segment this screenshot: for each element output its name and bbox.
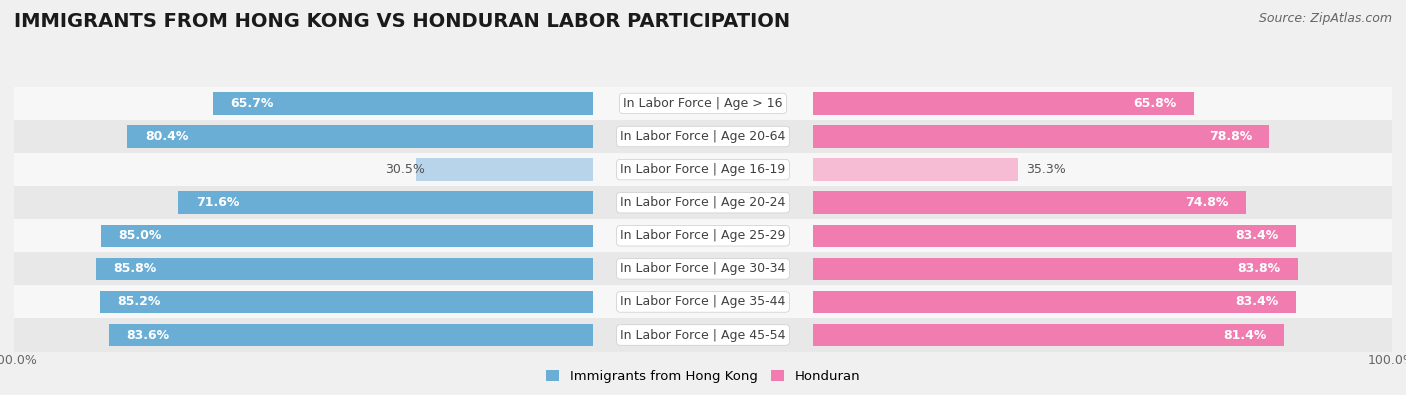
Bar bbox=[813, 224, 1296, 247]
Bar bbox=[14, 252, 593, 285]
Bar bbox=[813, 252, 1392, 285]
Bar bbox=[14, 285, 593, 318]
Bar bbox=[416, 158, 593, 181]
Legend: Immigrants from Hong Kong, Honduran: Immigrants from Hong Kong, Honduran bbox=[541, 365, 865, 388]
Bar bbox=[110, 324, 593, 346]
Text: In Labor Force | Age 45-54: In Labor Force | Age 45-54 bbox=[620, 329, 786, 342]
Text: 78.8%: 78.8% bbox=[1209, 130, 1251, 143]
Text: 83.4%: 83.4% bbox=[1236, 295, 1278, 308]
Text: 83.8%: 83.8% bbox=[1237, 262, 1281, 275]
Text: 71.6%: 71.6% bbox=[195, 196, 239, 209]
Bar bbox=[813, 186, 1392, 219]
Text: In Labor Force | Age 20-24: In Labor Force | Age 20-24 bbox=[620, 196, 786, 209]
Bar bbox=[101, 224, 593, 247]
Text: IMMIGRANTS FROM HONG KONG VS HONDURAN LABOR PARTICIPATION: IMMIGRANTS FROM HONG KONG VS HONDURAN LA… bbox=[14, 12, 790, 31]
Bar bbox=[14, 120, 593, 153]
Text: In Labor Force | Age 20-64: In Labor Force | Age 20-64 bbox=[620, 130, 786, 143]
Bar bbox=[813, 285, 1392, 318]
Bar bbox=[813, 219, 1392, 252]
Bar bbox=[593, 252, 813, 285]
Text: In Labor Force | Age 35-44: In Labor Force | Age 35-44 bbox=[620, 295, 786, 308]
Text: In Labor Force | Age 30-34: In Labor Force | Age 30-34 bbox=[620, 262, 786, 275]
Text: 65.7%: 65.7% bbox=[231, 97, 273, 110]
Bar bbox=[14, 318, 593, 352]
Bar bbox=[14, 186, 593, 219]
Bar bbox=[128, 125, 593, 148]
Bar bbox=[100, 291, 593, 313]
Bar bbox=[96, 258, 593, 280]
Text: In Labor Force | Age > 16: In Labor Force | Age > 16 bbox=[623, 97, 783, 110]
Bar bbox=[813, 125, 1270, 148]
Bar bbox=[593, 186, 813, 219]
Bar bbox=[813, 324, 1284, 346]
Bar bbox=[593, 318, 813, 352]
Text: 83.4%: 83.4% bbox=[1236, 229, 1278, 242]
Text: 85.8%: 85.8% bbox=[114, 262, 157, 275]
Text: In Labor Force | Age 25-29: In Labor Force | Age 25-29 bbox=[620, 229, 786, 242]
Text: 65.8%: 65.8% bbox=[1133, 97, 1177, 110]
Text: 74.8%: 74.8% bbox=[1185, 196, 1229, 209]
Bar bbox=[813, 153, 1392, 186]
Bar bbox=[593, 219, 813, 252]
Text: 30.5%: 30.5% bbox=[385, 163, 425, 176]
Text: In Labor Force | Age 16-19: In Labor Force | Age 16-19 bbox=[620, 163, 786, 176]
Text: 35.3%: 35.3% bbox=[1026, 163, 1066, 176]
Bar bbox=[212, 92, 593, 115]
Text: Source: ZipAtlas.com: Source: ZipAtlas.com bbox=[1258, 12, 1392, 25]
Bar bbox=[813, 258, 1298, 280]
Bar bbox=[813, 291, 1296, 313]
Bar bbox=[593, 285, 813, 318]
Bar bbox=[593, 153, 813, 186]
Bar bbox=[14, 219, 593, 252]
Text: 85.0%: 85.0% bbox=[118, 229, 162, 242]
Bar bbox=[179, 192, 593, 214]
Bar bbox=[813, 158, 1018, 181]
Bar bbox=[813, 120, 1392, 153]
Text: 85.2%: 85.2% bbox=[117, 295, 160, 308]
Bar bbox=[14, 153, 593, 186]
Bar bbox=[813, 87, 1392, 120]
Text: 81.4%: 81.4% bbox=[1223, 329, 1267, 342]
Bar bbox=[813, 318, 1392, 352]
Text: 80.4%: 80.4% bbox=[145, 130, 188, 143]
Text: 83.6%: 83.6% bbox=[127, 329, 170, 342]
Bar bbox=[593, 120, 813, 153]
Bar bbox=[813, 192, 1246, 214]
Bar bbox=[813, 92, 1194, 115]
Bar bbox=[593, 87, 813, 120]
Bar bbox=[14, 87, 593, 120]
